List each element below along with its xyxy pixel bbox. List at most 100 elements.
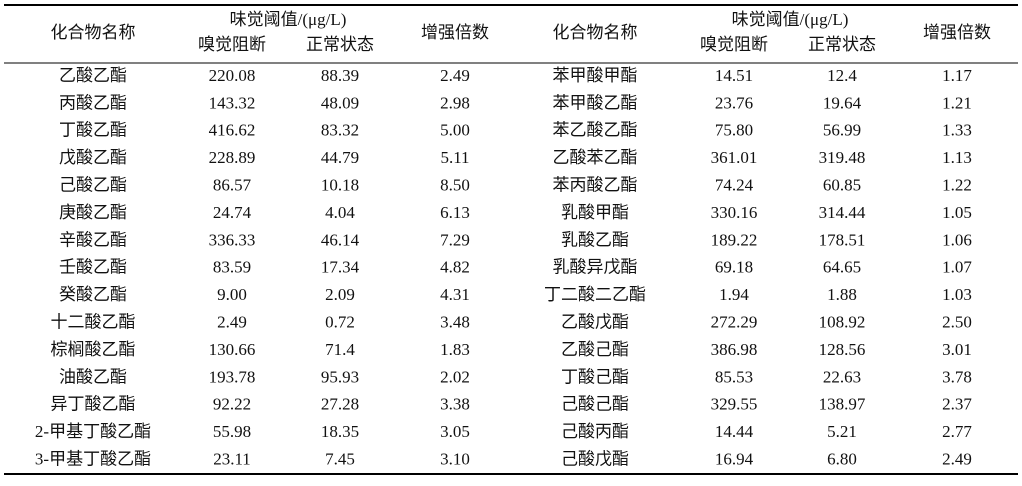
cell-value: 23.76 <box>715 93 753 112</box>
cell-value: 193.78 <box>209 367 256 386</box>
compound-name: 3-甲基丁酸乙酯 <box>35 450 151 469</box>
cell-value: 3.01 <box>942 340 972 359</box>
header-threshold: 味觉阈值/(μg/L) <box>732 10 849 29</box>
cell-value: 4.04 <box>325 203 355 222</box>
cell-value: 5.21 <box>827 422 857 441</box>
cell-value: 14.44 <box>715 422 754 441</box>
cell-value: 329.55 <box>711 395 758 414</box>
cell-value: 330.16 <box>711 203 758 222</box>
cell-value: 95.93 <box>321 367 359 386</box>
cell-value: 9.00 <box>217 285 247 304</box>
compound-name: 异丁酸乙酯 <box>51 395 136 414</box>
compound-name: 油酸乙酯 <box>59 367 127 386</box>
cell-value: 220.08 <box>209 66 256 85</box>
cell-value: 1.21 <box>942 93 972 112</box>
header-threshold: 味觉阈值/(μg/L) <box>230 10 347 29</box>
cell-value: 128.56 <box>819 340 866 359</box>
cell-value: 85.53 <box>715 367 753 386</box>
cell-value: 22.63 <box>823 367 861 386</box>
cell-value: 17.34 <box>321 258 360 277</box>
compound-name: 壬酸乙酯 <box>59 258 127 277</box>
cell-value: 143.32 <box>209 93 256 112</box>
cell-value: 1.88 <box>827 285 857 304</box>
header-name: 化合物名称 <box>51 23 136 42</box>
cell-value: 74.24 <box>715 176 754 195</box>
compound-name: 丁二酸二乙酯 <box>544 285 646 304</box>
cell-value: 4.82 <box>440 258 470 277</box>
cell-value: 10.18 <box>321 176 359 195</box>
cell-value: 1.17 <box>942 66 972 85</box>
compound-name: 己酸己酯 <box>561 395 629 414</box>
cell-value: 24.74 <box>213 203 252 222</box>
header-blocked: 嗅觉阻断 <box>198 35 266 54</box>
compound-name: 十二酸乙酯 <box>51 313 136 332</box>
cell-value: 2.49 <box>440 66 470 85</box>
cell-value: 75.80 <box>715 121 753 140</box>
compound-name: 丁酸乙酯 <box>59 121 127 140</box>
cell-value: 2.50 <box>942 313 972 332</box>
cell-value: 6.13 <box>440 203 470 222</box>
cell-value: 92.22 <box>213 395 251 414</box>
compound-name: 苯甲酸乙酯 <box>553 93 638 112</box>
compound-name: 2-甲基丁酸乙酯 <box>35 422 151 441</box>
cell-value: 6.80 <box>827 450 857 469</box>
cell-value: 0.72 <box>325 313 355 332</box>
cell-value: 8.50 <box>440 176 470 195</box>
cell-value: 27.28 <box>321 395 359 414</box>
cell-value: 130.66 <box>209 340 256 359</box>
compound-name: 己酸乙酯 <box>59 176 127 195</box>
compound-name: 苯甲酸甲酯 <box>553 66 638 85</box>
cell-value: 1.07 <box>942 258 972 277</box>
cell-value: 1.33 <box>942 121 972 140</box>
cell-value: 1.03 <box>942 285 972 304</box>
cell-value: 336.33 <box>209 230 256 249</box>
cell-value: 55.98 <box>213 422 251 441</box>
cell-value: 138.97 <box>819 395 866 414</box>
cell-value: 2.02 <box>440 367 470 386</box>
compound-name: 苯丙酸乙酯 <box>553 176 638 195</box>
compound-name: 丙酸乙酯 <box>59 93 127 112</box>
header-blocked: 嗅觉阻断 <box>700 35 768 54</box>
cell-value: 3.05 <box>440 422 470 441</box>
cell-value: 56.99 <box>823 121 861 140</box>
compound-name: 己酸戊酯 <box>561 450 629 469</box>
cell-value: 3.78 <box>942 367 972 386</box>
cell-value: 3.38 <box>440 395 470 414</box>
compound-name: 癸酸乙酯 <box>59 285 127 304</box>
compound-name: 乳酸甲酯 <box>561 203 629 222</box>
cell-value: 5.00 <box>440 121 470 140</box>
compound-name: 乙酸戊酯 <box>561 313 629 332</box>
compound-name: 乙酸乙酯 <box>59 66 127 85</box>
cell-value: 1.22 <box>942 176 972 195</box>
compound-name: 乙酸苯乙酯 <box>553 148 638 167</box>
cell-value: 44.79 <box>321 148 359 167</box>
compound-name: 丁酸己酯 <box>561 367 629 386</box>
cell-value: 314.44 <box>819 203 866 222</box>
cell-value: 46.14 <box>321 230 360 249</box>
cell-value: 3.10 <box>440 450 470 469</box>
cell-value: 361.01 <box>711 148 758 167</box>
cell-value: 48.09 <box>321 93 359 112</box>
cell-value: 272.29 <box>711 313 758 332</box>
cell-value: 2.09 <box>325 285 355 304</box>
header-normal: 正常状态 <box>808 35 876 54</box>
cell-value: 3.48 <box>440 313 470 332</box>
cell-value: 19.64 <box>823 93 862 112</box>
compound-name: 己酸丙酯 <box>561 422 629 441</box>
compound-name: 庚酸乙酯 <box>59 203 127 222</box>
cell-value: 23.11 <box>213 450 251 469</box>
compound-name: 棕榈酸乙酯 <box>51 340 136 359</box>
cell-value: 2.37 <box>942 395 972 414</box>
cell-value: 189.22 <box>711 230 758 249</box>
cell-value: 1.06 <box>942 230 972 249</box>
cell-value: 178.51 <box>819 230 866 249</box>
cell-value: 18.35 <box>321 422 359 441</box>
cell-value: 1.94 <box>719 285 749 304</box>
header-normal: 正常状态 <box>306 35 374 54</box>
cell-value: 83.32 <box>321 121 359 140</box>
header-name: 化合物名称 <box>553 23 638 42</box>
cell-value: 86.57 <box>213 176 252 195</box>
cell-value: 83.59 <box>213 258 251 277</box>
compound-name: 乳酸乙酯 <box>561 230 629 249</box>
cell-value: 5.11 <box>440 148 469 167</box>
